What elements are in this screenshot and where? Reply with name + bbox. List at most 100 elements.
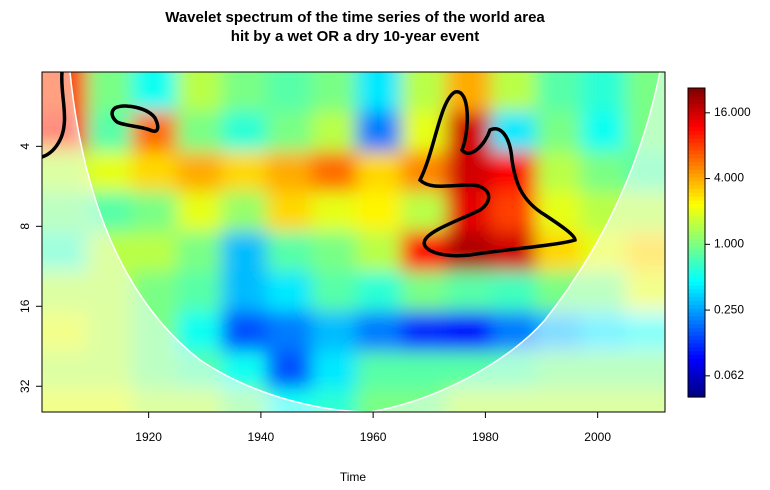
heat-cell bbox=[311, 191, 356, 231]
colorbar-step bbox=[688, 273, 705, 277]
heat-cell bbox=[132, 231, 177, 271]
colorbar-step bbox=[688, 289, 705, 293]
colorbar-step bbox=[688, 215, 705, 219]
heat-cell bbox=[267, 38, 312, 112]
x-tick-label: 1960 bbox=[360, 430, 387, 444]
colorbar-step bbox=[688, 119, 705, 123]
heat-cell bbox=[177, 38, 222, 112]
heat-cell bbox=[401, 351, 446, 389]
heat-cell bbox=[491, 271, 536, 311]
colorbar-step bbox=[688, 239, 705, 243]
y-tick-label: 8 bbox=[18, 223, 32, 230]
colorbar-step bbox=[688, 103, 705, 107]
heat-cell bbox=[311, 271, 356, 311]
colorbar-step bbox=[688, 181, 705, 185]
heat-cell bbox=[356, 311, 401, 351]
heat-cell bbox=[267, 191, 312, 231]
heat-cell bbox=[446, 311, 491, 351]
colorbar-step bbox=[688, 250, 705, 254]
y-tick-label: 4 bbox=[18, 143, 32, 150]
heat-cell bbox=[446, 271, 491, 311]
heat-cell bbox=[87, 152, 132, 192]
heat-cell bbox=[267, 231, 312, 271]
heat-cell bbox=[356, 112, 401, 152]
colorbar-step bbox=[688, 92, 705, 96]
colorbar-step bbox=[688, 115, 705, 119]
colorbar-step bbox=[688, 347, 705, 351]
colorbar-step bbox=[688, 254, 705, 258]
colorbar-step bbox=[688, 297, 705, 301]
heat-cell bbox=[177, 191, 222, 231]
colorbar-step bbox=[688, 327, 705, 331]
colorbar-step bbox=[688, 138, 705, 142]
colorbar-step bbox=[688, 192, 705, 196]
colorbar-step bbox=[688, 331, 705, 335]
heat-cell bbox=[267, 152, 312, 192]
heat-cell bbox=[356, 388, 401, 460]
colorbar-step bbox=[688, 169, 705, 173]
heat-cell bbox=[222, 191, 267, 231]
heat-cell bbox=[222, 311, 267, 351]
colorbar-step bbox=[688, 304, 705, 308]
heat-cell bbox=[356, 152, 401, 192]
heat-cell bbox=[222, 38, 267, 112]
colorbar-step bbox=[688, 382, 705, 386]
colorbar-step bbox=[688, 100, 705, 104]
colorbar-step bbox=[688, 188, 705, 192]
colorbar-step bbox=[688, 343, 705, 347]
heat-cell bbox=[311, 388, 356, 460]
colorbar-step bbox=[688, 235, 705, 239]
colorbar-step bbox=[688, 335, 705, 339]
colorbar-step bbox=[688, 246, 705, 250]
heat-cell bbox=[401, 271, 446, 311]
heat-cell bbox=[177, 231, 222, 271]
colorbar-step bbox=[688, 378, 705, 382]
heat-cell bbox=[87, 38, 132, 112]
colorbar-step bbox=[688, 266, 705, 270]
chart-title: Wavelet spectrum of the time series of t… bbox=[165, 9, 545, 26]
colorbar-step bbox=[688, 127, 705, 131]
colorbar-step bbox=[688, 227, 705, 231]
heat-cell bbox=[356, 351, 401, 389]
colorbar-step bbox=[688, 96, 705, 100]
colorbar-tick-label: 0.250 bbox=[714, 302, 744, 316]
heat-cell bbox=[401, 231, 446, 271]
colorbar-step bbox=[688, 130, 705, 134]
heat-cell bbox=[311, 152, 356, 192]
colorbar-step bbox=[688, 277, 705, 281]
colorbar bbox=[688, 88, 705, 398]
colorbar-step bbox=[688, 258, 705, 262]
colorbar-step bbox=[688, 196, 705, 200]
x-axis-label: Time bbox=[340, 470, 367, 484]
colorbar-step bbox=[688, 308, 705, 312]
colorbar-step bbox=[688, 107, 705, 111]
heat-cell bbox=[132, 38, 177, 112]
heat-cell bbox=[177, 112, 222, 152]
heat-cell bbox=[222, 271, 267, 311]
colorbar-step bbox=[688, 385, 705, 389]
heat-cell bbox=[491, 191, 536, 231]
colorbar-step bbox=[688, 366, 705, 370]
colorbar-step bbox=[688, 374, 705, 378]
x-tick-label: 2000 bbox=[584, 430, 611, 444]
heat-cell bbox=[177, 152, 222, 192]
colorbar-step bbox=[688, 320, 705, 324]
colorbar-tick-label: 0.062 bbox=[714, 368, 744, 382]
heat-cell bbox=[177, 271, 222, 311]
heat-cell bbox=[581, 152, 626, 192]
heat-cell bbox=[222, 112, 267, 152]
heat-cell bbox=[356, 191, 401, 231]
colorbar-tick-label: 1.000 bbox=[714, 236, 744, 250]
colorbar-step bbox=[688, 370, 705, 374]
heat-cell bbox=[267, 311, 312, 351]
heat-cell bbox=[222, 152, 267, 192]
colorbar-step bbox=[688, 161, 705, 165]
heat-cell bbox=[581, 112, 626, 152]
colorbar-step bbox=[688, 111, 705, 115]
heat-cell bbox=[401, 311, 446, 351]
colorbar-step bbox=[688, 223, 705, 227]
colorbar-step bbox=[688, 219, 705, 223]
heat-cell bbox=[267, 112, 312, 152]
colorbar-step bbox=[688, 324, 705, 328]
chart-title: hit by a wet OR a dry 10-year event bbox=[231, 28, 479, 45]
